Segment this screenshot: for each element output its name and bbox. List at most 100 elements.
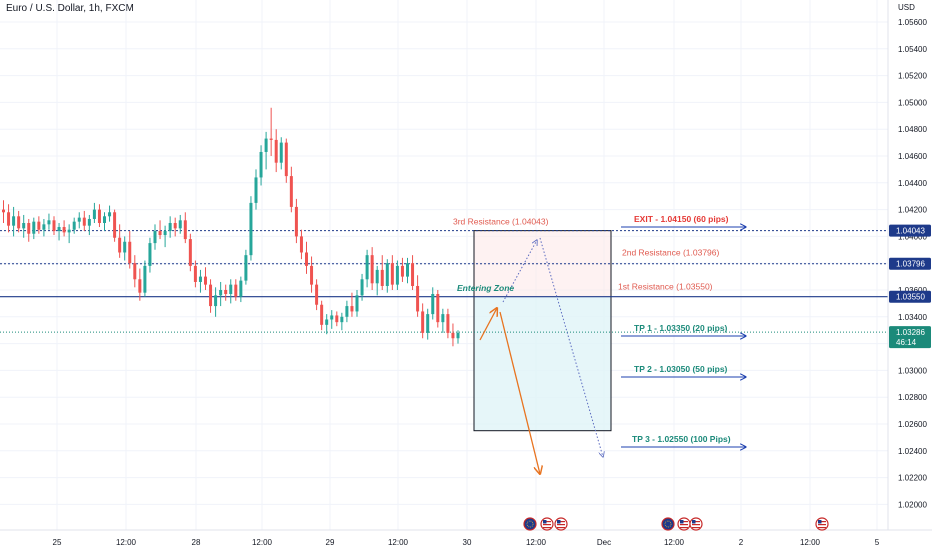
candle xyxy=(219,281,223,307)
time-tick-label: 30 xyxy=(463,538,472,547)
candle-body xyxy=(198,276,202,282)
candle xyxy=(198,269,202,293)
level-lines xyxy=(0,230,888,333)
candle xyxy=(178,214,182,234)
candle-body xyxy=(183,220,187,240)
candle xyxy=(411,255,415,290)
candle-body xyxy=(153,231,157,244)
candle-body xyxy=(390,263,394,285)
candle-body xyxy=(345,306,349,317)
price-tick-label: 1.04800 xyxy=(898,125,927,134)
candle xyxy=(360,273,364,301)
candle xyxy=(148,237,152,273)
candle xyxy=(310,256,314,293)
candle-body xyxy=(27,223,31,234)
candle-body xyxy=(92,209,96,219)
candle xyxy=(153,224,157,250)
candle-body xyxy=(158,231,162,236)
candle-body xyxy=(113,212,117,238)
position-box[interactable] xyxy=(473,230,612,432)
target-label-tp2: TP 2 - 1.03050 (50 pips) xyxy=(634,364,728,374)
price-axis[interactable]: 1.05600 1.05400 1.05200 1.05000 1.04800 1.046… xyxy=(887,0,927,530)
candle-body xyxy=(395,265,399,285)
candle xyxy=(103,212,106,232)
candle-body xyxy=(103,216,106,223)
candle xyxy=(345,300,349,323)
candle-body xyxy=(214,295,218,307)
candle-body xyxy=(436,294,440,323)
time-tick-label: 29 xyxy=(326,538,335,547)
candle-body xyxy=(219,290,223,296)
candle-body xyxy=(118,237,122,253)
candle-body xyxy=(249,202,253,256)
candle-body xyxy=(380,269,384,286)
candle xyxy=(330,310,334,329)
candle xyxy=(320,300,324,331)
candle xyxy=(209,279,213,313)
candle xyxy=(395,260,399,290)
time-axis[interactable]: 25 12:00 28 12:00 29 12:00 30 12:00 Dec 12:00 2 12:… xyxy=(0,529,932,547)
candle xyxy=(380,255,384,290)
candle xyxy=(17,210,21,233)
target-label-tp1: TP 1 - 1.03350 (20 pips) xyxy=(634,323,728,333)
candle-body xyxy=(87,218,91,226)
candle xyxy=(269,107,273,156)
candle-body xyxy=(289,176,293,207)
candle xyxy=(264,131,268,170)
candle-body xyxy=(52,220,56,232)
time-tick-label: 5 xyxy=(875,538,880,547)
time-tick-label: 12:00 xyxy=(252,538,273,547)
price-tick-label: 1.04600 xyxy=(898,152,927,161)
candle-body xyxy=(441,314,445,323)
time-tick-label: 12:00 xyxy=(388,538,409,547)
candle-body xyxy=(62,227,66,233)
candle xyxy=(42,218,46,237)
candle-body xyxy=(406,263,409,277)
drop-arrow xyxy=(499,311,540,474)
candle-body xyxy=(72,221,76,230)
candle-body xyxy=(123,241,127,253)
chart-title: Euro / U.S. Dollar, 1h, FXCM xyxy=(6,3,134,14)
svg-text:46:14: 46:14 xyxy=(896,338,917,347)
candle xyxy=(163,225,167,248)
candle xyxy=(27,218,31,242)
candle xyxy=(340,312,344,331)
candle-body xyxy=(446,314,450,333)
candle xyxy=(279,137,283,170)
level-label-3rd-resistance: 3rd Resistance (1.04043) xyxy=(453,217,549,227)
price-tick-label: 1.04000 xyxy=(898,232,927,241)
candle xyxy=(87,214,91,236)
candle-body xyxy=(310,265,314,285)
candle xyxy=(37,216,41,234)
candle xyxy=(67,224,71,244)
candle-body xyxy=(431,294,435,315)
candle-body xyxy=(224,290,228,295)
candle xyxy=(239,276,243,303)
candle-body xyxy=(148,243,152,266)
candle-body xyxy=(325,319,329,325)
candle xyxy=(441,308,445,333)
candle xyxy=(183,212,187,244)
candle xyxy=(259,145,263,186)
candle-body xyxy=(294,206,298,237)
candle xyxy=(289,166,293,213)
us-flag-icon xyxy=(815,517,829,531)
price-tick-label: 1.03400 xyxy=(898,313,927,322)
eu-flag-icon xyxy=(523,517,537,531)
candle xyxy=(355,290,359,317)
time-tick-label: 2 xyxy=(739,538,744,547)
candle xyxy=(431,287,435,320)
price-tick-label: 1.05000 xyxy=(898,98,927,107)
candle-body xyxy=(229,284,233,295)
candle xyxy=(456,330,460,344)
candle-body xyxy=(244,255,248,281)
annotations: 3rd Resistance (1.04043) 2nd Resistance … xyxy=(453,217,720,293)
price-tick-label: 1.02200 xyxy=(898,474,927,483)
candle xyxy=(118,224,122,258)
candle-body xyxy=(209,284,213,307)
candle xyxy=(426,308,430,340)
candle xyxy=(62,220,66,237)
candle-body xyxy=(416,285,420,312)
entering-zone-label: Entering Zone xyxy=(457,283,514,293)
